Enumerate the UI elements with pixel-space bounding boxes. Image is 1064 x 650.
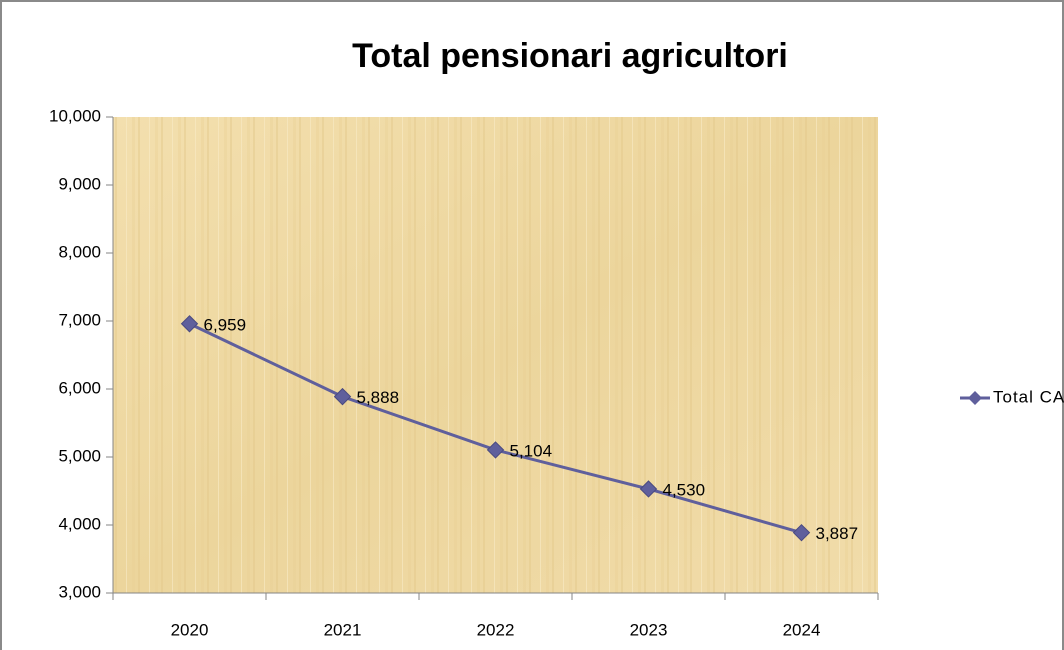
legend-marker: [968, 391, 982, 405]
y-tick-label: 6,000: [58, 378, 101, 397]
x-tick-label: 2022: [477, 620, 515, 639]
y-tick-label: 7,000: [58, 310, 101, 329]
point-marker: [486, 441, 505, 459]
y-tick-label: 9,000: [58, 174, 101, 193]
data-label: 5,104: [510, 441, 553, 460]
y-tick-label: 3,000: [58, 582, 101, 601]
x-tick-label: 2023: [630, 620, 668, 639]
x-tick-label: 2021: [324, 620, 362, 639]
data-label: 5,888: [357, 388, 400, 407]
point-marker: [639, 480, 658, 498]
data-label: 3,887: [816, 524, 859, 543]
legend-label: Total CAP: [993, 387, 1064, 406]
point-marker: [792, 523, 811, 542]
data-label: 6,959: [204, 315, 247, 334]
chart-title: Total pensionari agricultori: [352, 37, 788, 75]
plot-texture: [113, 117, 878, 593]
y-tick-label: 8,000: [58, 242, 101, 261]
y-tick-label: 5,000: [58, 446, 101, 465]
point-marker: [180, 315, 199, 333]
point-marker: [333, 387, 352, 406]
y-tick-label: 4,000: [58, 514, 101, 533]
y-tick-label: 10,000: [49, 106, 101, 125]
x-tick-label: 2024: [783, 620, 821, 639]
data-label: 4,530: [663, 480, 706, 499]
x-tick-label: 2020: [171, 620, 209, 639]
